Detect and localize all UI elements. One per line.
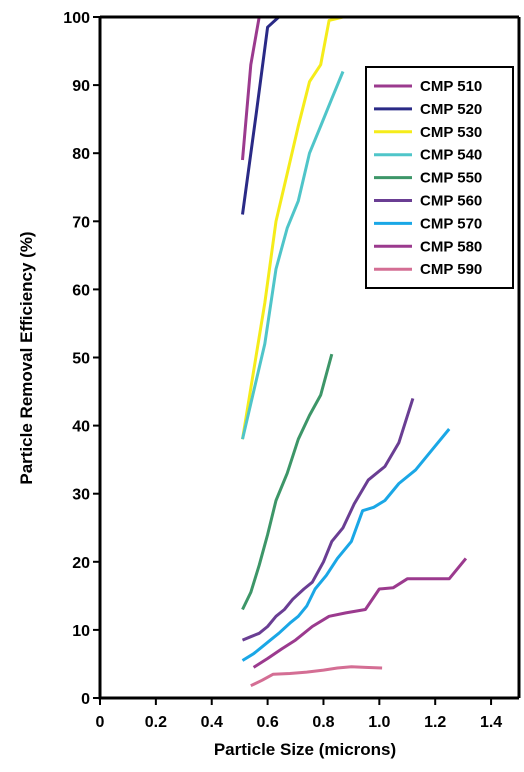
x-tick-label: 0.6	[256, 714, 278, 731]
y-tick-label: 100	[63, 10, 90, 27]
series-line-cmp-550	[241, 353, 334, 611]
series-line-cmp-530	[241, 15, 344, 440]
y-tick-label: 80	[72, 146, 90, 163]
x-tick-label: 0.2	[145, 714, 167, 731]
series-line-cmp-580	[252, 557, 468, 669]
legend: CMP 510 CMP 520 CMP 530 CMP 540 CMP 550 CMP 5…	[365, 66, 514, 289]
series-layer	[241, 15, 468, 688]
x-axis-title: Particle Size (microns)	[214, 740, 396, 759]
legend-label: CMP 560	[420, 193, 482, 210]
legend-label: CMP 510	[420, 78, 482, 95]
legend-label: CMP 580	[420, 238, 482, 255]
legend-label: CMP 540	[420, 147, 482, 164]
series-line-cmp-560	[241, 397, 415, 642]
legend-label: CMP 590	[420, 261, 482, 278]
series-line-cmp-540	[241, 70, 345, 440]
y-tick-label: 70	[72, 214, 90, 231]
y-tick-label: 90	[72, 78, 90, 95]
y-axis-title: Particle Removal Efficiency (%)	[17, 231, 36, 484]
y-tick-label: 60	[72, 282, 90, 299]
y-tick-label: 10	[72, 623, 90, 640]
ticks-layer: 0 0.2 0.4 0.6 0.8 1.0 1.2 1.4 0 10 20 30 40 50 60 70 80 9…	[63, 10, 502, 731]
series-line-cmp-590	[250, 665, 383, 688]
legend-label: CMP 530	[420, 124, 482, 141]
x-tick-label: 1.0	[368, 714, 390, 731]
x-tick-label: 0	[96, 714, 105, 731]
x-tick-label: 1.2	[424, 714, 446, 731]
legend-label: CMP 520	[420, 101, 482, 118]
legend-label: CMP 570	[420, 215, 482, 232]
y-tick-label: 0	[81, 691, 90, 708]
legend-label: CMP 550	[420, 170, 482, 187]
y-tick-label: 20	[72, 555, 90, 572]
series-line-cmp-570	[241, 428, 451, 662]
y-tick-label: 50	[72, 351, 90, 368]
y-tick-label: 40	[72, 419, 90, 436]
x-tick-label: 0.4	[201, 714, 223, 731]
x-tick-label: 1.4	[480, 714, 502, 731]
x-tick-label: 0.8	[312, 714, 334, 731]
y-tick-label: 30	[72, 487, 90, 504]
series-line-cmp-520	[241, 15, 288, 215]
